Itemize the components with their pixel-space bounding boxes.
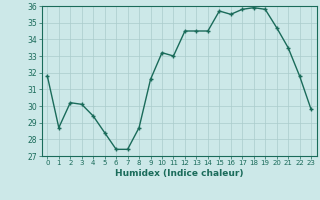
X-axis label: Humidex (Indice chaleur): Humidex (Indice chaleur): [115, 169, 244, 178]
